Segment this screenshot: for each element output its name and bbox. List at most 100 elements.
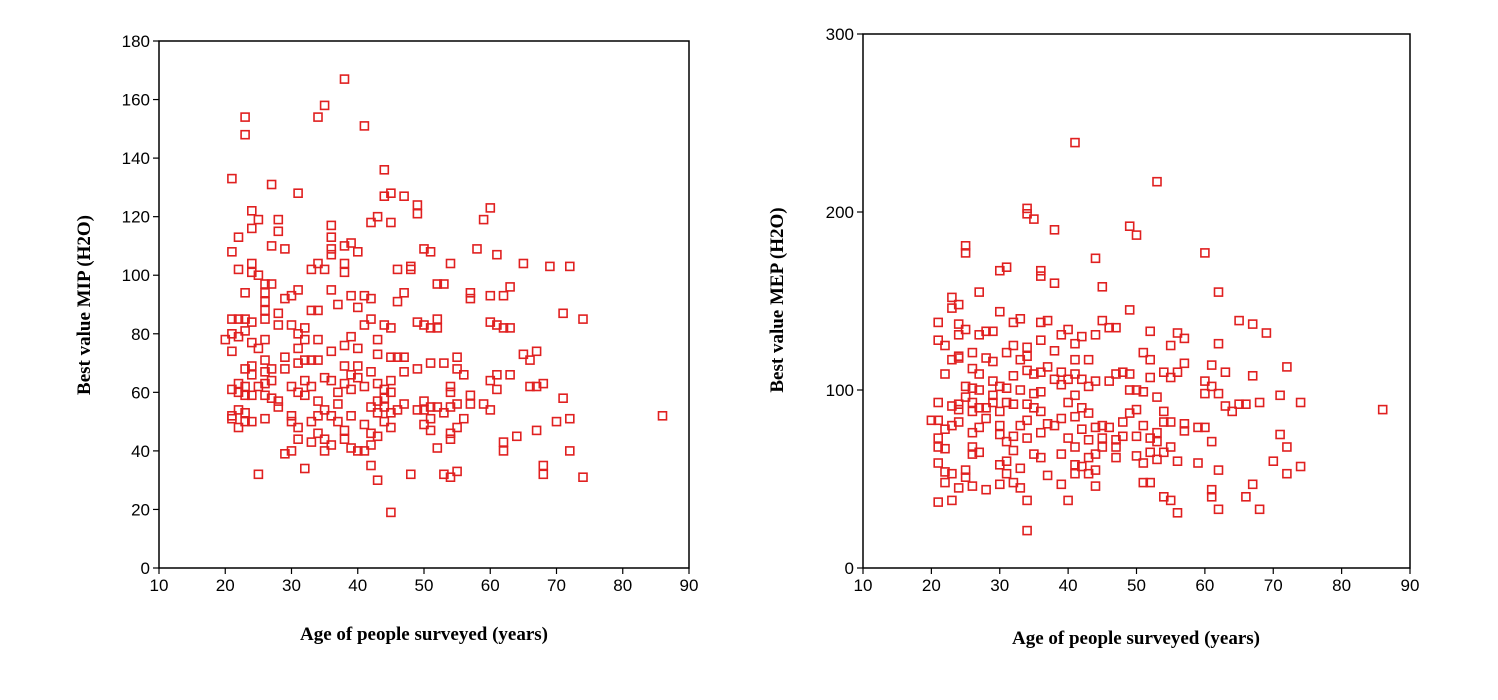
mip-data-point bbox=[233, 422, 244, 433]
mip-data-point bbox=[227, 384, 237, 395]
mip-data-point bbox=[247, 390, 257, 401]
mep-data-point bbox=[1070, 390, 1080, 401]
mep-data-point bbox=[974, 287, 985, 297]
mep-data-point bbox=[960, 241, 971, 251]
mip-data-point bbox=[333, 399, 343, 409]
mep-data-point bbox=[933, 442, 944, 452]
mep-data-point bbox=[933, 335, 944, 346]
mep-data-point bbox=[947, 495, 957, 506]
mep-data-point bbox=[1152, 392, 1162, 402]
mep-data-point bbox=[960, 472, 971, 483]
mip-data-point bbox=[465, 390, 476, 401]
mip-data-point bbox=[465, 293, 476, 304]
mip-data-point bbox=[492, 320, 502, 330]
mep-data-point bbox=[974, 447, 985, 458]
mep-data-point bbox=[1063, 397, 1073, 408]
mip-y-tick-label: 40 bbox=[131, 442, 150, 461]
mep-data-point bbox=[1254, 504, 1265, 515]
mip-data-point bbox=[372, 378, 383, 389]
mip-y-tick-label: 120 bbox=[122, 208, 150, 227]
mip-data-point bbox=[346, 238, 356, 248]
mep-data-point bbox=[1015, 313, 1026, 324]
mep-data-point bbox=[1118, 367, 1128, 378]
mep-data-point bbox=[988, 326, 998, 337]
mip-data-point bbox=[306, 305, 317, 316]
mep-data-point bbox=[1022, 209, 1032, 219]
mep-data-point bbox=[1029, 388, 1039, 399]
mep-data-point bbox=[1282, 442, 1292, 452]
mip-data-point bbox=[379, 384, 390, 395]
mip-data-point bbox=[293, 285, 303, 295]
mip-x-tick-label: 10 bbox=[150, 576, 169, 595]
mip-data-point bbox=[439, 358, 449, 368]
mip-data-point bbox=[286, 416, 297, 427]
mep-data-point bbox=[1282, 468, 1292, 479]
mep-data-point bbox=[1049, 345, 1060, 356]
mep-data-point bbox=[940, 340, 950, 351]
mep-data-point bbox=[953, 483, 964, 493]
mip-data-point bbox=[260, 390, 270, 401]
mip-data-point bbox=[445, 472, 456, 483]
mip-data-point bbox=[233, 232, 244, 242]
mip-data-point bbox=[247, 369, 257, 380]
mep-data-point bbox=[940, 467, 950, 477]
mep-data-point bbox=[1001, 456, 1012, 467]
mep-y-tick-label: 200 bbox=[826, 203, 854, 222]
mip-data-point bbox=[227, 413, 237, 424]
mep-data-point bbox=[1200, 248, 1210, 258]
mip-data-point bbox=[505, 282, 515, 292]
mep-data-point bbox=[1172, 367, 1183, 378]
mip-data-point bbox=[445, 387, 456, 398]
mip-data-point bbox=[432, 323, 443, 333]
mip-data-point bbox=[458, 369, 469, 380]
mep-data-point bbox=[1152, 436, 1162, 447]
mep-data-point bbox=[1070, 137, 1080, 148]
mip-data-point bbox=[273, 320, 284, 330]
mep-data-point bbox=[1083, 434, 1094, 445]
mip-data-point bbox=[306, 381, 317, 392]
mep-x-tick-label: 30 bbox=[990, 576, 1009, 595]
mip-data-point bbox=[419, 320, 429, 330]
mip-data-point bbox=[492, 369, 502, 380]
mep-data-point bbox=[981, 402, 991, 413]
mip-data-point bbox=[313, 355, 323, 365]
mep-x-tick-label: 70 bbox=[1264, 576, 1283, 595]
mip-y-tick-label: 20 bbox=[131, 500, 150, 519]
mip-data-point bbox=[505, 369, 515, 380]
mip-data-point bbox=[366, 428, 376, 439]
mep-data-point bbox=[933, 317, 944, 328]
mip-data-point bbox=[366, 366, 376, 377]
mep-data-point bbox=[1056, 479, 1067, 490]
mip-data-point bbox=[346, 369, 356, 380]
mip-data-point bbox=[227, 247, 237, 257]
mip-data-point bbox=[425, 425, 436, 436]
mep-data-point bbox=[1097, 315, 1108, 326]
mep-data-point bbox=[1015, 483, 1026, 493]
mip-data-point bbox=[478, 214, 489, 225]
mep-data-point bbox=[1042, 315, 1053, 326]
mip-data-point bbox=[372, 211, 383, 222]
mep-data-point bbox=[1275, 429, 1285, 440]
mep-data-point bbox=[1247, 319, 1258, 329]
mep-data-point bbox=[1090, 465, 1101, 475]
mep-data-point bbox=[1124, 221, 1135, 231]
mep-data-point bbox=[1036, 427, 1046, 438]
mip-data-point bbox=[366, 460, 376, 471]
mep-data-point bbox=[967, 363, 978, 374]
mep-data-point bbox=[1268, 456, 1279, 467]
mip-data-point bbox=[366, 440, 376, 450]
mep-data-point bbox=[1104, 376, 1114, 386]
mep-data-point bbox=[967, 442, 978, 452]
mep-data-point bbox=[1036, 317, 1046, 328]
mep-data-point bbox=[1138, 420, 1149, 431]
mip-data-point bbox=[240, 407, 250, 418]
mip-data-point bbox=[372, 334, 383, 345]
mip-data-point bbox=[372, 407, 383, 418]
mep-data-point bbox=[1234, 315, 1244, 326]
mep-data-point bbox=[1056, 449, 1067, 459]
mip-data-point bbox=[286, 410, 297, 421]
mep-data-point bbox=[1042, 470, 1053, 481]
mep-data-point bbox=[960, 392, 971, 402]
mep-data-point bbox=[940, 443, 950, 454]
mep-data-point bbox=[1206, 360, 1217, 370]
